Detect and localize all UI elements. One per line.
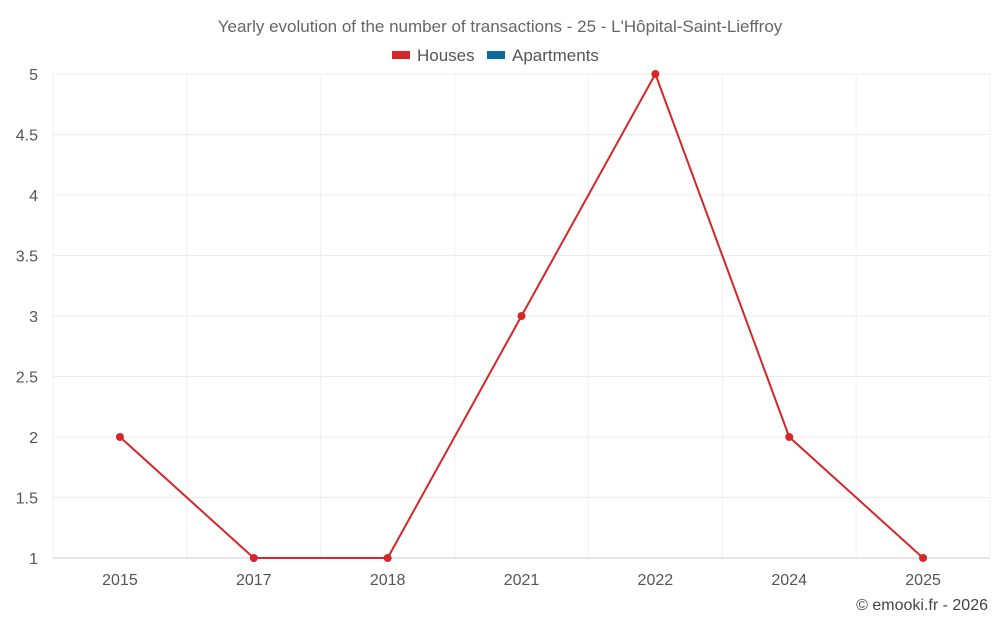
data-point-houses[interactable] — [517, 312, 526, 320]
y-tick-label: 3 — [29, 309, 38, 326]
data-point-houses[interactable] — [785, 433, 794, 441]
data-point-houses[interactable] — [249, 554, 258, 562]
data-point-houses[interactable] — [383, 554, 392, 562]
data-point-houses[interactable] — [115, 433, 124, 441]
y-tick-label: 3.5 — [16, 249, 38, 266]
data-point-houses[interactable] — [651, 70, 660, 78]
y-axis-ticks: 1 1.5 2 2.5 3 3.5 4 4.5 5 — [16, 67, 38, 568]
y-tick-label: 1.5 — [16, 491, 38, 508]
x-tick-label: 2025 — [905, 572, 941, 589]
x-tick-label: 2022 — [638, 572, 674, 589]
x-tick-label: 2017 — [236, 572, 272, 589]
legend-swatch-apartments — [487, 51, 505, 59]
series-layer — [115, 70, 928, 562]
y-tick-label: 2 — [29, 430, 38, 447]
data-point-houses[interactable] — [919, 554, 928, 562]
y-tick-label: 4.5 — [16, 128, 38, 145]
x-tick-label: 2021 — [504, 572, 540, 589]
legend-label-apartments[interactable]: Apartments — [512, 46, 599, 65]
legend: Houses Apartments — [392, 46, 599, 65]
x-tick-label: 2024 — [771, 572, 807, 589]
credit-text: © emooki.fr - 2026 — [856, 597, 988, 614]
chart-title: Yearly evolution of the number of transa… — [218, 17, 783, 36]
x-axis-ticks: 2015 2017 2018 2021 2022 2024 2025 — [102, 572, 941, 589]
y-tick-label: 2.5 — [16, 370, 38, 387]
y-tick-label: 5 — [29, 67, 38, 84]
y-tick-label: 4 — [29, 188, 38, 205]
legend-label-houses[interactable]: Houses — [417, 46, 475, 65]
x-tick-label: 2018 — [370, 572, 406, 589]
legend-swatch-houses — [392, 51, 410, 59]
y-tick-label: 1 — [29, 551, 38, 568]
x-tick-label: 2015 — [102, 572, 138, 589]
